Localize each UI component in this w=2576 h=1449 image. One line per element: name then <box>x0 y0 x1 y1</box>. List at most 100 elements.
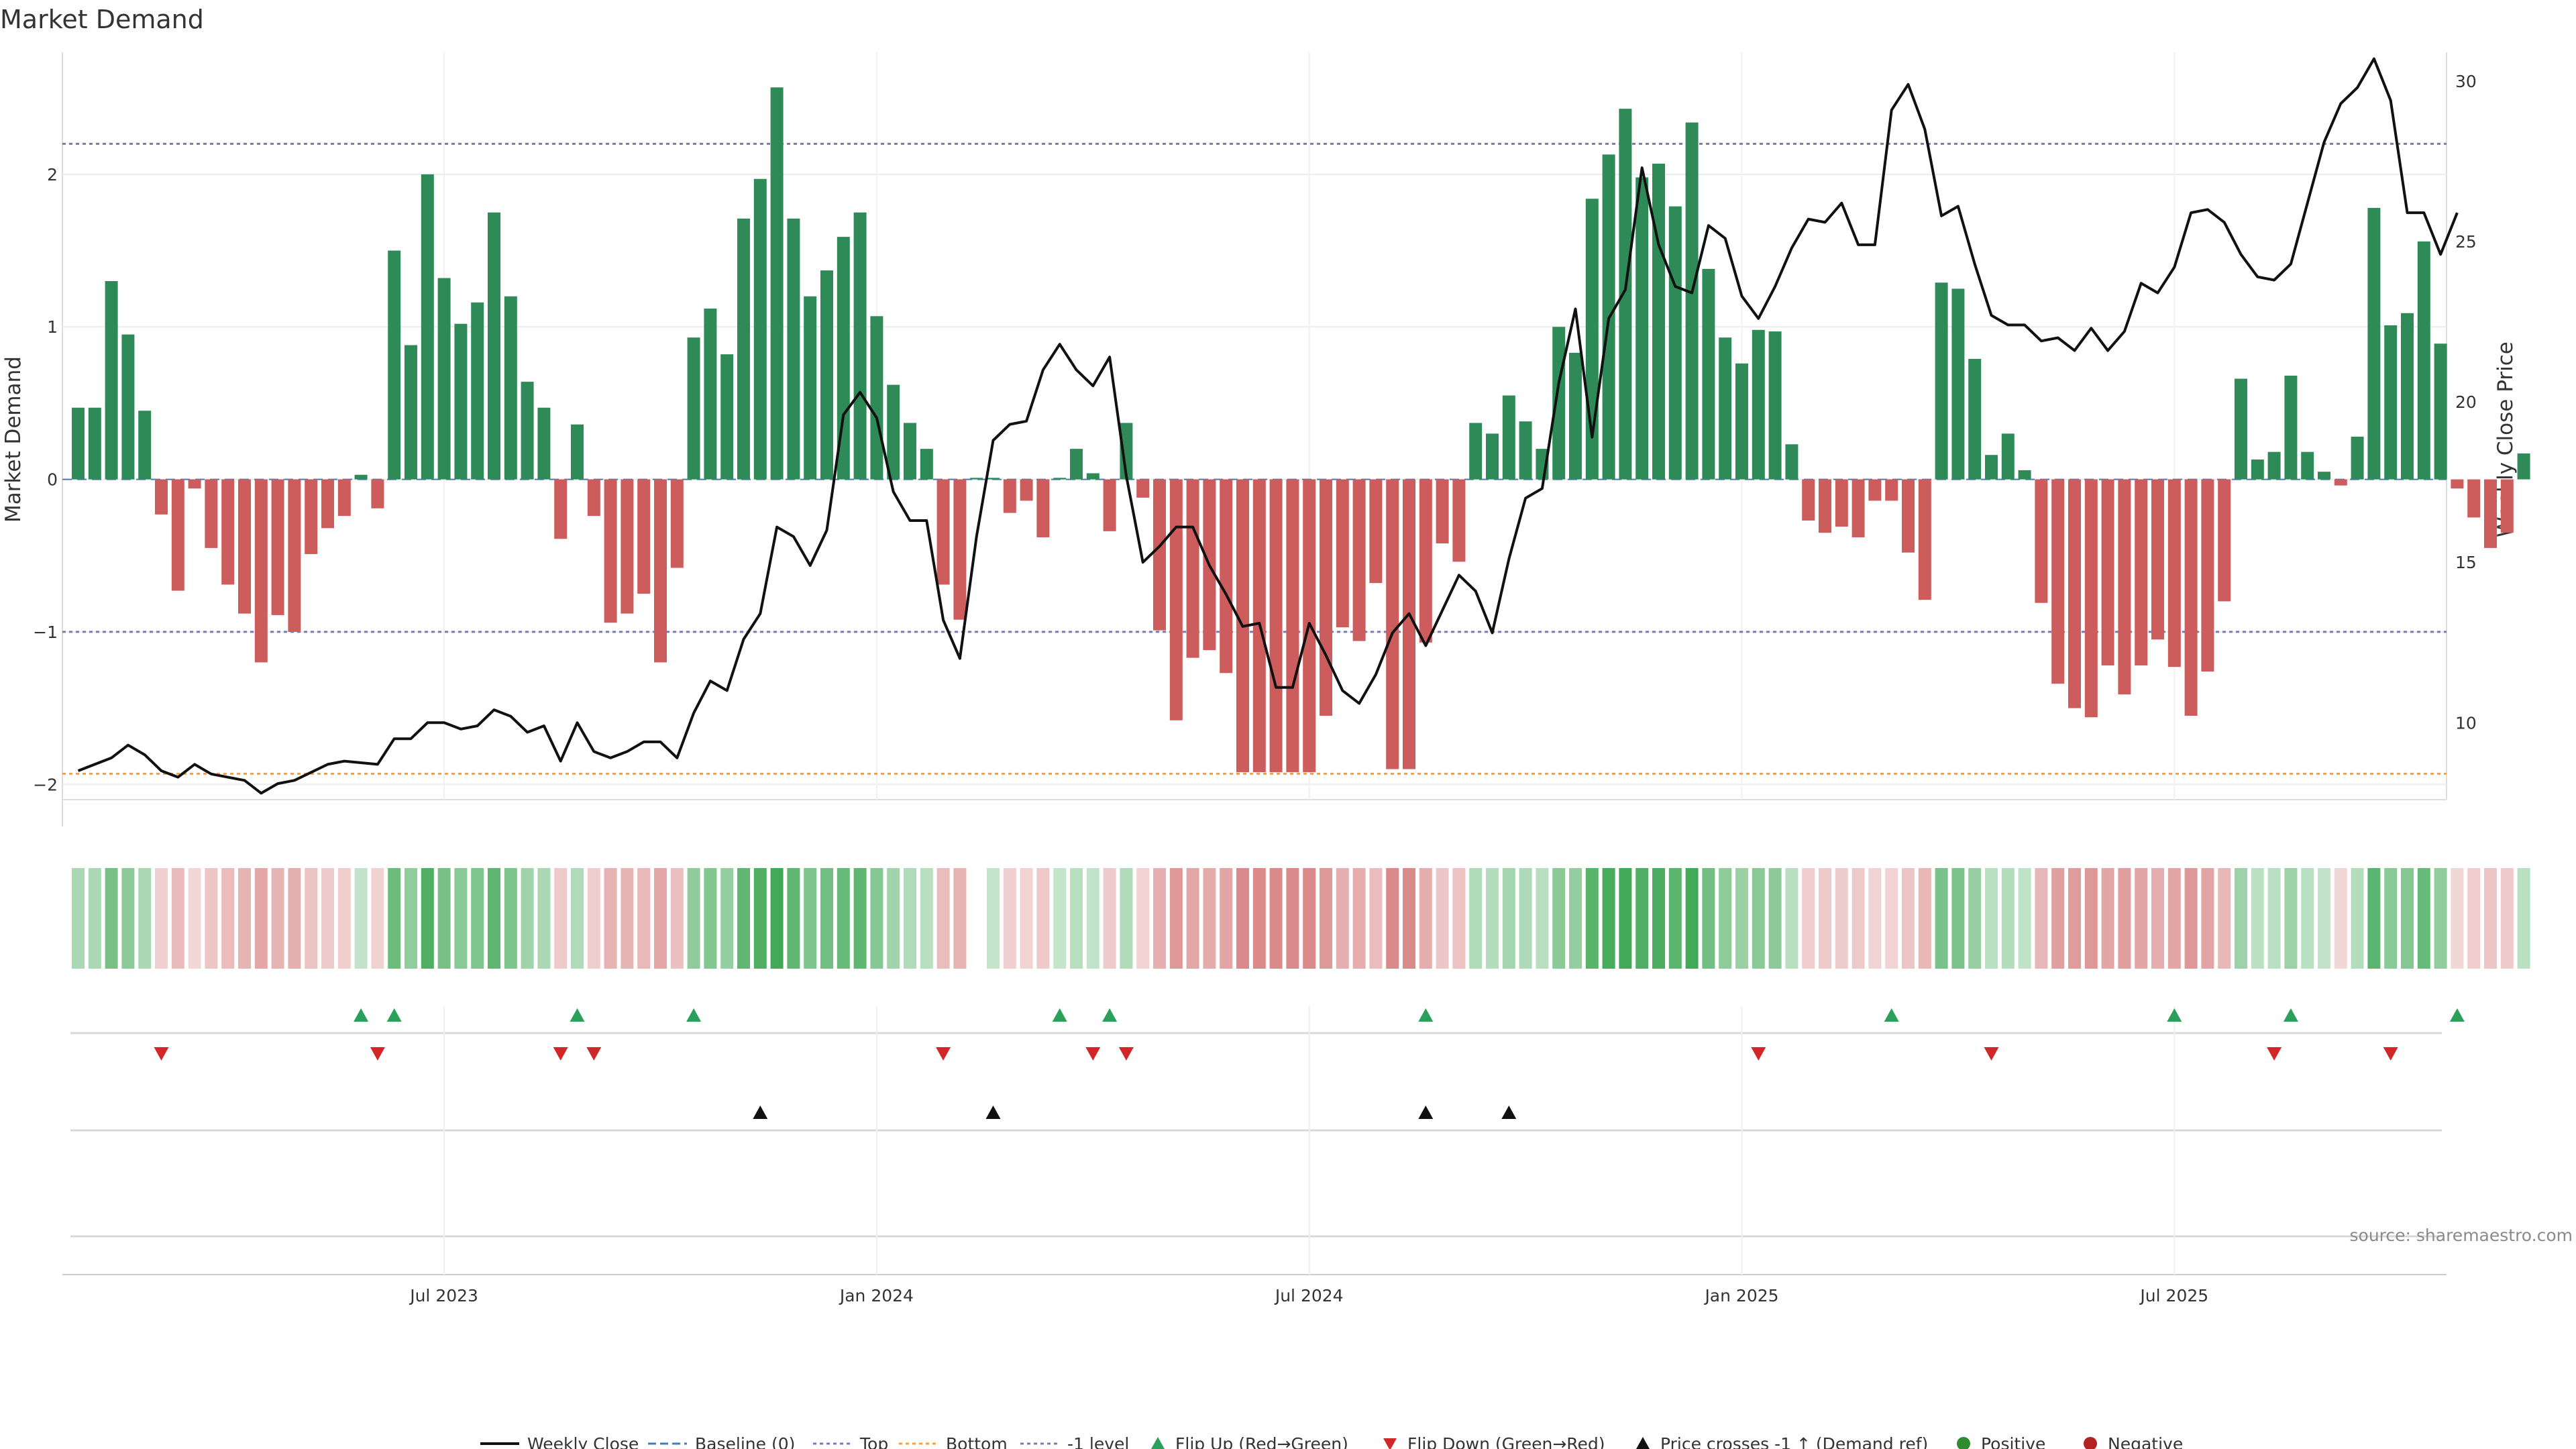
legend-label: Negative <box>2108 1434 2183 1449</box>
demand-bar <box>155 479 168 515</box>
y-right-tick-label: 10 <box>2455 713 2477 733</box>
legend-item-top: Top <box>813 1434 888 1449</box>
demand-bar <box>904 423 916 480</box>
heat-strip-cell <box>2284 868 2298 969</box>
heat-strip-cell <box>2384 868 2398 969</box>
demand-bar <box>2135 479 2148 665</box>
heat-strip-cell <box>1286 868 1299 969</box>
demand-bar <box>587 479 600 517</box>
heat-strip-cell <box>1802 868 1815 969</box>
demand-bar <box>2018 470 2031 480</box>
demand-bar <box>1469 423 1483 480</box>
demand-bar <box>2384 325 2398 480</box>
legend-label: Flip Down (Green→Red) <box>1407 1434 1605 1449</box>
heat-strip-cell <box>1236 868 1249 969</box>
demand-bar <box>2001 433 2015 480</box>
demand-bar <box>1003 479 1016 513</box>
legend-item-flip-up: Flip Up (Red→Green) <box>1151 1434 1348 1449</box>
heat-strip-cell <box>804 868 817 969</box>
legend-label: Weekly Close <box>527 1434 639 1449</box>
heat-strip-cell <box>870 868 883 969</box>
heat-strip-cell <box>2167 868 2181 969</box>
demand-bar <box>770 87 784 480</box>
demand-bar <box>2351 436 2364 480</box>
heat-strip-cell <box>720 868 734 969</box>
heat-strip-cell <box>2135 868 2148 969</box>
heat-strip-cell <box>920 868 933 969</box>
demand-bar <box>488 212 500 480</box>
y-left-tick-label: −1 <box>33 623 58 642</box>
heat-strip-cell <box>1968 868 1982 969</box>
demand-bar <box>1086 473 1099 480</box>
demand-bar <box>88 407 101 480</box>
heat-strip-cell <box>537 868 551 969</box>
price-cross-marker <box>1501 1106 1517 1119</box>
weekly-close-line <box>77 57 2459 795</box>
demand-bar <box>1220 479 1233 674</box>
heat-strip-cell <box>936 868 950 969</box>
heat-strip-cell <box>405 868 417 969</box>
demand-bar <box>2401 313 2414 480</box>
heat-strip-cell <box>1452 868 1466 969</box>
demand-bar <box>1136 479 1150 498</box>
demand-bar <box>820 270 833 480</box>
demand-bar <box>1752 329 1765 480</box>
heat-strip-cell <box>1585 868 1599 969</box>
demand-bar <box>1502 395 1515 480</box>
heat-strip-cell <box>471 868 484 969</box>
demand-bar <box>1386 479 1399 769</box>
flip-down-marker <box>2383 1047 2398 1061</box>
heat-strip-cell <box>2301 868 2314 969</box>
flip-down-marker <box>1984 1047 1999 1061</box>
demand-bar <box>720 354 734 480</box>
demand-bar <box>2184 479 2198 716</box>
flip-down-marker <box>936 1047 951 1061</box>
legend-label: Price crosses -1 ↑ (Demand ref) <box>1660 1434 1928 1449</box>
demand-bar <box>953 479 967 620</box>
heat-strip-cell <box>1719 868 1732 969</box>
heat-strip-cell <box>704 868 717 969</box>
heat-strip-cell <box>2251 868 2264 969</box>
heat-strip-cell <box>1668 868 1682 969</box>
flip-up-marker <box>1052 1008 1067 1022</box>
demand-bar <box>1902 479 1915 553</box>
heat-strip-cell <box>1220 868 1233 969</box>
weekly-close-line-layer <box>77 57 2459 795</box>
demand-bar <box>2367 207 2381 480</box>
heat-strip-cell <box>271 868 284 969</box>
demand-bar <box>1951 288 1965 480</box>
demand-bar <box>1619 109 1632 480</box>
demand-bar <box>2267 451 2281 480</box>
demand-bar <box>2051 479 2065 684</box>
heat-strip-cell <box>421 868 434 969</box>
demand-bar <box>1569 352 1582 480</box>
legend-label: Baseline (0) <box>695 1434 795 1449</box>
demand-bars <box>72 87 2530 773</box>
heat-strip-cell <box>188 868 201 969</box>
heat-strip-cell <box>1835 868 1848 969</box>
flip-down-marker <box>553 1047 568 1061</box>
heat-strip-cell <box>1785 868 1799 969</box>
heat-strip-cell <box>121 868 135 969</box>
heat-strip-cell <box>1053 868 1067 969</box>
demand-bar <box>1768 331 1782 480</box>
demand-bar <box>2517 453 2530 480</box>
flip-up-marker <box>2449 1008 2465 1022</box>
heat-strip-cell <box>437 868 451 969</box>
heat-strip-cell <box>2001 868 2015 969</box>
heat-strip-cell <box>388 868 401 969</box>
demand-bar <box>205 479 218 548</box>
legend-label: Bottom <box>946 1434 1008 1449</box>
demand-bar <box>371 479 384 508</box>
demand-bar <box>1070 449 1083 480</box>
demand-bar <box>138 411 152 480</box>
heat-strip-cell <box>1252 868 1266 969</box>
demand-bar <box>654 479 667 663</box>
heat-strip-cell <box>820 868 833 969</box>
x-tick-label: Jan 2024 <box>839 1286 914 1305</box>
heat-strip-cell <box>454 868 468 969</box>
flip-down-marker <box>370 1047 385 1061</box>
heat-strip-cell <box>2201 868 2214 969</box>
demand-bar <box>2301 451 2314 480</box>
demand-bar <box>1286 479 1299 773</box>
